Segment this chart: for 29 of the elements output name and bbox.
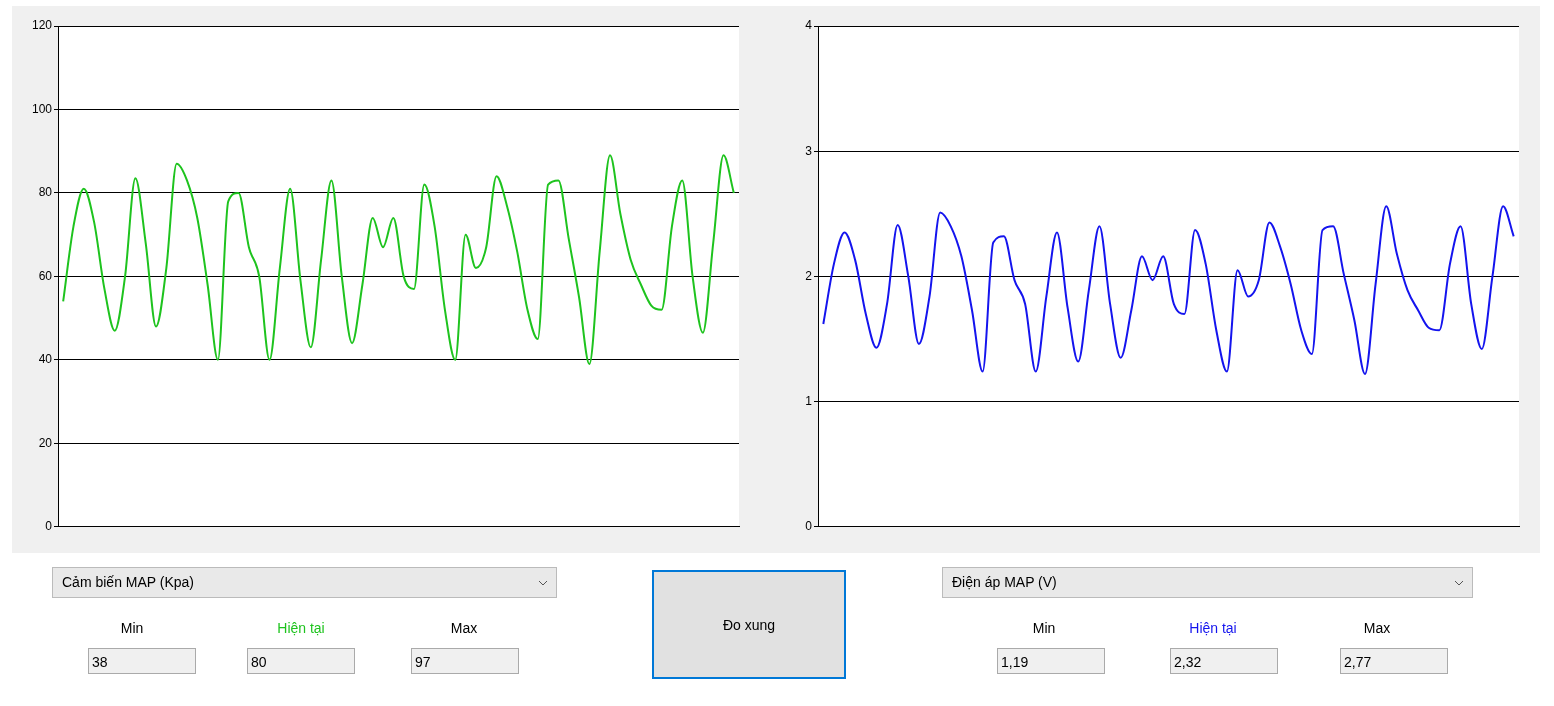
text: 2,77 [1340,648,1448,674]
text: Min [1031,620,1057,636]
text: 1,19 [997,648,1105,674]
y-tick-label: 120 [31,18,53,33]
y-tick-label: 20 [38,435,53,450]
text: 38 [88,648,196,674]
text: Min [119,620,145,636]
y-tick-label: 1 [805,393,813,408]
y-tick-label: 4 [805,18,813,33]
text: 80 [247,648,355,674]
y-tick-label: 3 [805,143,813,158]
line-series [62,154,735,366]
y-tick-label: 0 [805,519,813,534]
text: Hiện tại [1188,620,1238,636]
text: Hiện tại [276,620,326,636]
y-tick-label: 2 [805,268,813,283]
text: 2,32 [1170,648,1278,674]
y-tick-label: 0 [45,519,53,534]
y-tick-label: 80 [38,185,53,200]
y-tick-label: 60 [38,268,53,283]
y-tick-label: 40 [38,352,53,367]
text: Max [1362,620,1392,636]
text: Đo xung [722,616,776,633]
text: Max [449,620,479,636]
line-series [822,205,1515,376]
text: Cảm biến MAP (Kpa) [62,574,195,590]
y-tick-label: 100 [31,101,53,116]
text: 97 [411,648,519,674]
text: Điện áp MAP (V) [952,574,1057,590]
